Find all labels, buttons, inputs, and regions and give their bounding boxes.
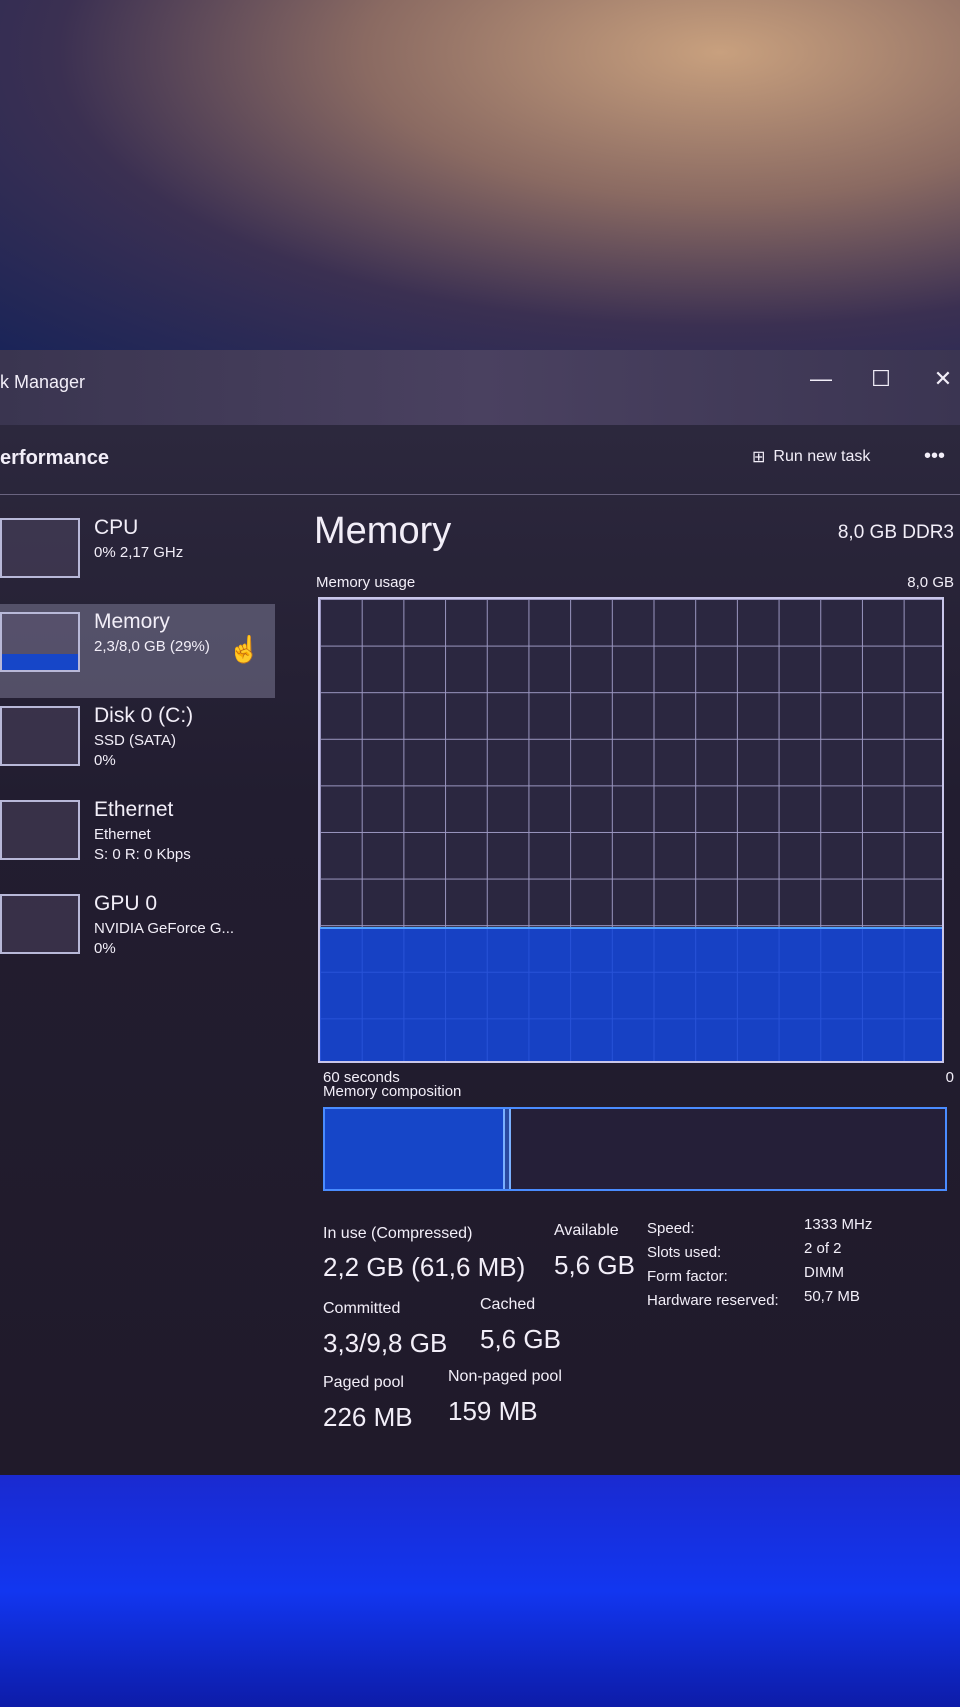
gpu-thumbnail-graph bbox=[0, 894, 80, 954]
item-sub: Ethernet bbox=[94, 826, 151, 843]
paged-pool-value: 226 MB bbox=[323, 1402, 413, 1432]
memory-usage-graph bbox=[318, 597, 944, 1063]
available-label: Available bbox=[554, 1222, 619, 1239]
nonpaged-pool-value: 159 MB bbox=[448, 1396, 538, 1426]
page-header: erformance ⊞ Run new task ••• bbox=[0, 425, 960, 495]
slots-label: Slots used: bbox=[647, 1244, 722, 1261]
hand-cursor-icon: ☝ bbox=[228, 634, 261, 664]
item-name: Ethernet bbox=[94, 798, 174, 821]
sidebar-item-ethernet[interactable]: Ethernet Ethernet S: 0 R: 0 Kbps bbox=[0, 792, 280, 886]
item-name: Memory bbox=[94, 610, 170, 633]
desktop-background bbox=[0, 1475, 960, 1707]
composition-label: Memory composition bbox=[323, 1083, 462, 1100]
run-new-task-button[interactable]: ⊞ Run new task bbox=[752, 447, 870, 467]
speed-value: 1333 MHz bbox=[804, 1216, 873, 1233]
background-photo bbox=[0, 0, 960, 350]
disk-thumbnail-graph bbox=[0, 706, 80, 766]
more-options-button[interactable]: ••• bbox=[924, 445, 946, 467]
hw-reserved-label: Hardware reserved: bbox=[647, 1292, 779, 1309]
sidebar-item-cpu[interactable]: CPU 0% 2,17 GHz bbox=[0, 510, 280, 604]
cached-value: 5,6 GB bbox=[480, 1324, 561, 1354]
usage-max-label: 8,0 GB bbox=[907, 574, 954, 591]
item-sub: 2,3/8,0 GB (29%) bbox=[94, 638, 210, 655]
modified-segment bbox=[504, 1109, 511, 1189]
paged-pool-label: Paged pool bbox=[323, 1374, 404, 1391]
minimize-button[interactable]: — bbox=[810, 366, 832, 391]
nonpaged-pool-label: Non-paged pool bbox=[448, 1368, 562, 1385]
memory-title: Memory bbox=[314, 510, 452, 552]
zero-label: 0 bbox=[945, 1069, 954, 1086]
in-use-segment bbox=[325, 1109, 505, 1189]
window-title: k Manager bbox=[0, 372, 86, 392]
memory-composition-bar[interactable] bbox=[323, 1107, 947, 1191]
slots-value: 2 of 2 bbox=[804, 1240, 842, 1257]
committed-value: 3,3/9,8 GB bbox=[323, 1328, 448, 1358]
item-sub: SSD (SATA) bbox=[94, 732, 176, 749]
in-use-value: 2,2 GB (61,6 MB) bbox=[323, 1252, 526, 1282]
ethernet-thumbnail-graph bbox=[0, 800, 80, 860]
sidebar: CPU 0% 2,17 GHz Memory 2,3/8,0 GB (29%) ☝ D… bbox=[0, 510, 280, 980]
sidebar-item-memory[interactable]: Memory 2,3/8,0 GB (29%) ☝ bbox=[0, 604, 275, 698]
form-factor-value: DIMM bbox=[804, 1264, 844, 1281]
usage-fill bbox=[320, 927, 942, 1061]
item-name: Disk 0 (C:) bbox=[94, 704, 194, 727]
item-name: GPU 0 bbox=[94, 892, 158, 915]
committed-label: Committed bbox=[323, 1300, 401, 1317]
title-bar: k Manager — ☐ ✕ bbox=[0, 350, 960, 425]
close-button[interactable]: ✕ bbox=[933, 366, 953, 391]
sidebar-item-disk[interactable]: Disk 0 (C:) SSD (SATA) 0% bbox=[0, 698, 280, 792]
task-manager-window: k Manager — ☐ ✕ erformance ⊞ Run new tas… bbox=[0, 350, 960, 1475]
cached-label: Cached bbox=[480, 1296, 536, 1313]
memory-thumbnail-graph bbox=[0, 612, 80, 672]
item-sub: NVIDIA GeForce G... bbox=[94, 920, 235, 937]
item-name: CPU bbox=[94, 516, 139, 539]
item-sub2: 0% bbox=[94, 752, 116, 769]
run-task-icon: ⊞ bbox=[752, 449, 766, 466]
maximize-button[interactable]: ☐ bbox=[871, 366, 891, 391]
available-value: 5,6 GB bbox=[554, 1250, 635, 1280]
sidebar-item-gpu[interactable]: GPU 0 NVIDIA GeForce G... 0% bbox=[0, 886, 280, 980]
run-new-task-label: Run new task bbox=[773, 448, 871, 465]
hw-reserved-value: 50,7 MB bbox=[804, 1288, 860, 1305]
item-sub2: 0% bbox=[94, 940, 116, 957]
cpu-thumbnail-graph bbox=[0, 518, 80, 578]
page-title: erformance bbox=[0, 447, 109, 469]
item-sub: 0% 2,17 GHz bbox=[94, 544, 184, 561]
item-sub2: S: 0 R: 0 Kbps bbox=[94, 846, 191, 863]
in-use-label: In use (Compressed) bbox=[323, 1225, 473, 1242]
speed-label: Speed: bbox=[647, 1220, 695, 1237]
memory-spec: 8,0 GB DDR3 bbox=[837, 522, 954, 543]
form-factor-label: Form factor: bbox=[647, 1268, 728, 1285]
time-label: 60 seconds bbox=[323, 1069, 400, 1086]
usage-label: Memory usage bbox=[316, 574, 416, 591]
